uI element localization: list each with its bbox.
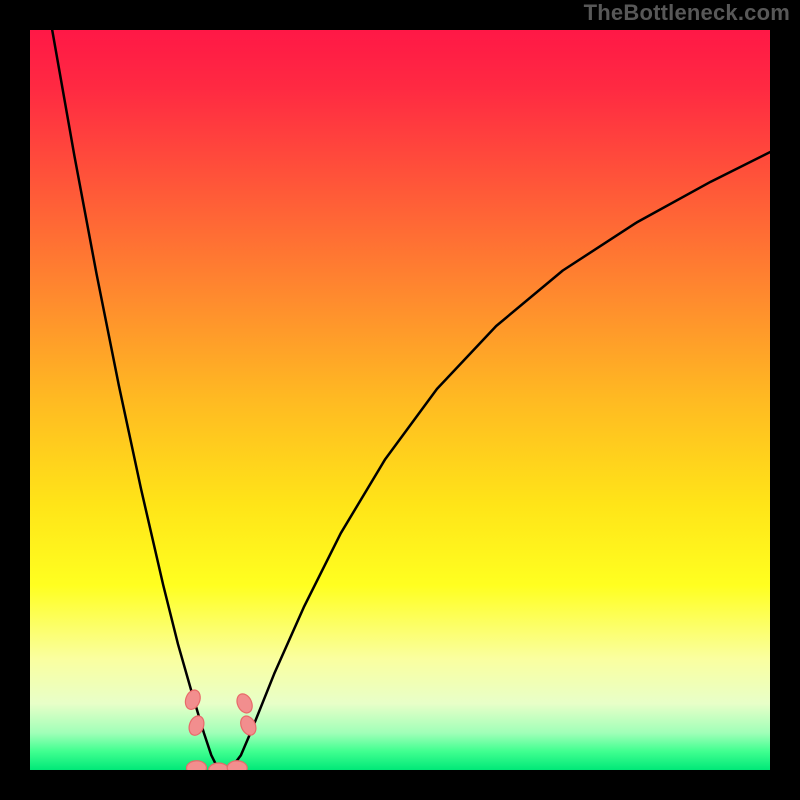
watermark-text: TheBottleneck.com: [584, 0, 790, 26]
bottleneck-chart: [30, 30, 770, 770]
gradient-background: [30, 30, 770, 770]
